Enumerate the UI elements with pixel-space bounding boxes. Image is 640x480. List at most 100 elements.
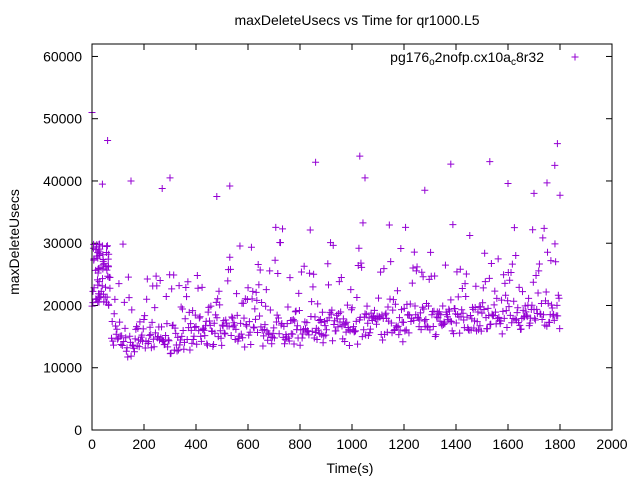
data-point bbox=[446, 307, 453, 315]
data-point bbox=[233, 290, 241, 298]
data-point bbox=[289, 330, 297, 338]
data-point bbox=[254, 260, 262, 268]
data-point bbox=[546, 318, 554, 326]
data-point bbox=[375, 294, 383, 302]
data-point bbox=[213, 314, 221, 322]
y-tick-label: 40000 bbox=[43, 173, 82, 189]
data-point bbox=[245, 318, 253, 326]
data-point bbox=[437, 311, 445, 319]
data-point bbox=[332, 327, 340, 335]
data-point bbox=[481, 249, 489, 257]
data-point bbox=[239, 299, 247, 307]
data-point bbox=[491, 308, 499, 316]
data-point bbox=[165, 337, 173, 345]
data-point bbox=[104, 272, 112, 280]
data-point bbox=[176, 336, 184, 344]
data-point bbox=[174, 346, 182, 354]
data-point bbox=[454, 293, 462, 301]
data-point bbox=[556, 191, 564, 199]
data-point bbox=[149, 335, 157, 343]
data-point bbox=[554, 291, 562, 299]
data-point bbox=[123, 344, 131, 352]
data-point bbox=[218, 341, 226, 349]
data-point bbox=[360, 326, 368, 334]
data-point bbox=[555, 294, 563, 302]
data-point bbox=[422, 316, 430, 324]
data-point bbox=[216, 301, 224, 309]
data-point bbox=[452, 319, 460, 327]
data-point bbox=[357, 259, 365, 267]
data-point bbox=[519, 288, 527, 296]
data-point bbox=[109, 337, 117, 345]
data-point bbox=[484, 304, 492, 312]
data-point bbox=[291, 308, 299, 316]
data-point bbox=[214, 295, 222, 303]
data-point bbox=[554, 312, 562, 320]
data-point bbox=[296, 341, 304, 349]
data-point bbox=[441, 320, 449, 328]
data-point bbox=[197, 332, 205, 340]
data-point bbox=[372, 320, 380, 328]
data-point bbox=[382, 309, 390, 317]
data-point bbox=[466, 312, 474, 320]
data-point bbox=[145, 338, 153, 346]
data-point bbox=[266, 267, 274, 275]
data-point bbox=[243, 322, 251, 330]
data-point bbox=[512, 251, 520, 259]
data-point bbox=[167, 349, 175, 357]
data-point bbox=[97, 287, 105, 295]
data-point bbox=[380, 265, 388, 273]
data-point bbox=[485, 274, 493, 282]
data-point bbox=[495, 313, 503, 321]
data-point bbox=[291, 317, 299, 325]
data-point bbox=[116, 318, 124, 326]
data-point bbox=[153, 282, 161, 290]
data-point bbox=[513, 309, 521, 317]
data-point bbox=[324, 260, 332, 268]
data-point bbox=[423, 322, 431, 330]
data-point bbox=[430, 307, 438, 315]
data-point bbox=[119, 240, 127, 248]
data-point bbox=[148, 318, 156, 326]
data-point bbox=[197, 337, 205, 345]
data-point bbox=[139, 325, 147, 333]
data-point bbox=[199, 325, 207, 333]
y-tick-label: 60000 bbox=[43, 48, 82, 64]
legend-label-sub1: o bbox=[429, 57, 435, 68]
data-point bbox=[543, 322, 551, 330]
data-point bbox=[305, 331, 313, 339]
data-point bbox=[416, 309, 424, 317]
data-point bbox=[441, 261, 449, 269]
data-point bbox=[195, 314, 203, 322]
data-point bbox=[459, 309, 467, 317]
data-point bbox=[187, 326, 195, 334]
data-point bbox=[462, 270, 470, 278]
data-point bbox=[94, 281, 102, 289]
data-point bbox=[95, 278, 103, 286]
y-tick-label: 50000 bbox=[43, 111, 82, 127]
data-point bbox=[530, 189, 538, 197]
data-point bbox=[499, 307, 507, 315]
data-point bbox=[203, 341, 211, 349]
data-point bbox=[502, 291, 510, 299]
data-point bbox=[319, 339, 327, 347]
data-point bbox=[517, 325, 525, 333]
data-point bbox=[176, 341, 184, 349]
data-point bbox=[397, 245, 405, 253]
data-point bbox=[329, 241, 337, 249]
x-tick-label: 200 bbox=[132, 436, 156, 452]
data-point bbox=[384, 303, 392, 311]
data-point bbox=[164, 336, 172, 344]
data-point bbox=[458, 285, 466, 293]
x-tick-label: 1800 bbox=[544, 436, 575, 452]
data-point bbox=[337, 274, 345, 282]
data-point bbox=[471, 303, 479, 311]
data-point bbox=[419, 273, 427, 281]
legend-label-part1: pg176 bbox=[390, 49, 429, 65]
data-point bbox=[113, 325, 121, 333]
data-point bbox=[283, 320, 291, 328]
data-point bbox=[270, 334, 278, 342]
data-point bbox=[432, 331, 440, 339]
legend-label-sub2: c bbox=[511, 57, 516, 68]
data-point bbox=[191, 323, 199, 331]
